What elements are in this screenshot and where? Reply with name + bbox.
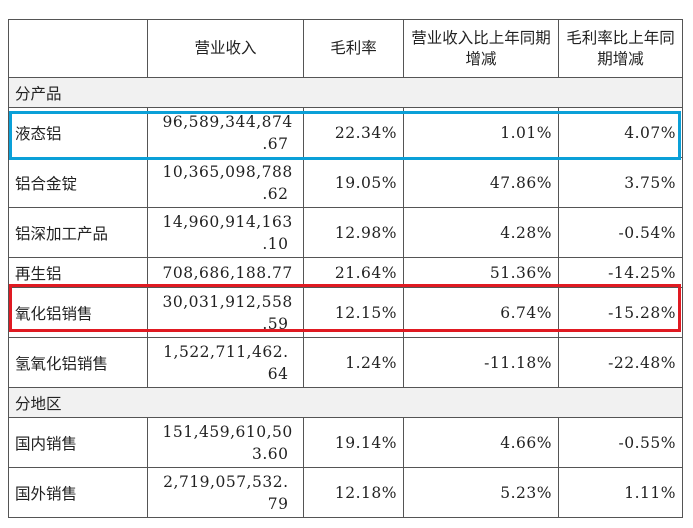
row-revenue-yoy: 4.66%: [403, 417, 559, 468]
header-gross-margin: 毛利率: [303, 19, 404, 78]
revenue-line1: 2,719,057,532.: [163, 472, 289, 491]
row-name: 铝深加工产品: [8, 207, 148, 258]
row-gross-margin: 21.64%: [303, 257, 404, 288]
row-gross-margin: 12.98%: [303, 207, 404, 258]
row-name: 液态铝: [8, 107, 148, 158]
revenue-line1: 1,522,711,462.: [163, 342, 289, 361]
section-label-by-product: 分产品: [8, 77, 683, 108]
row-revenue: 10,365,098,788 .62: [147, 157, 304, 208]
row-name: 国内销售: [8, 417, 148, 468]
row-revenue: 30,031,912,558 .59: [147, 287, 304, 338]
revenue-line1: 10,365,098,788: [162, 162, 293, 181]
section-row-by-region: 分地区: [8, 387, 683, 418]
header-margin-yoy: 毛利率比上年同期增减: [558, 19, 683, 78]
table-row: 液态铝 96,589,344,874 .67 22.34% 1.01% 4.07%: [8, 107, 683, 158]
row-revenue-yoy: 47.86%: [403, 157, 559, 208]
header-revenue-yoy: 营业收入比上年同期增减: [403, 19, 559, 78]
row-revenue: 1,522,711,462. 64: [147, 337, 304, 388]
table-row: 氢氧化铝销售 1,522,711,462. 64 1.24% -11.18% -2…: [8, 337, 683, 388]
row-margin-yoy: -15.28%: [558, 287, 683, 338]
row-revenue-yoy: 51.36%: [403, 257, 559, 288]
row-margin-yoy: -22.48%: [558, 337, 683, 388]
revenue-line1: 96,589,344,874: [162, 112, 293, 131]
table-row: 再生铝 708,686,188.77 21.64% 51.36% -14.25%: [8, 257, 683, 288]
row-name: 国外销售: [8, 467, 148, 518]
row-revenue-yoy: 5.23%: [403, 467, 559, 518]
revenue-line2: .67: [262, 134, 289, 153]
row-gross-margin: 12.18%: [303, 467, 404, 518]
row-margin-yoy: 3.75%: [558, 157, 683, 208]
row-margin-yoy: 1.11%: [558, 467, 683, 518]
table-row: 氧化铝销售 30,031,912,558 .59 12.15% 6.74% -15…: [8, 287, 683, 338]
row-gross-margin: 22.34%: [303, 107, 404, 158]
revenue-line1: 708,686,188.77: [162, 263, 293, 282]
section-label-by-region: 分地区: [8, 387, 683, 418]
row-gross-margin: 19.05%: [303, 157, 404, 208]
table-row: 国外销售 2,719,057,532. 79 12.18% 5.23% 1.11%: [8, 467, 683, 518]
revenue-line1: 30,031,912,558: [162, 292, 293, 311]
row-revenue-yoy: -11.18%: [403, 337, 559, 388]
row-margin-yoy: 4.07%: [558, 107, 683, 158]
row-name: 氢氧化铝销售: [8, 337, 148, 388]
header-blank-cell: [8, 19, 148, 78]
row-revenue: 14,960,914,163 .10: [147, 207, 304, 258]
revenue-line2: 3.60: [251, 444, 289, 463]
revenue-line2: .59: [262, 314, 289, 333]
cropped-heading-fragment: [26, 2, 186, 14]
row-gross-margin: 12.15%: [303, 287, 404, 338]
row-gross-margin: 1.24%: [303, 337, 404, 388]
row-revenue: 708,686,188.77: [147, 257, 304, 288]
revenue-line2: 79: [267, 494, 289, 513]
row-revenue-yoy: 4.28%: [403, 207, 559, 258]
row-revenue: 96,589,344,874 .67: [147, 107, 304, 158]
section-row-by-product: 分产品: [8, 77, 683, 108]
row-revenue: 151,459,610,50 3.60: [147, 417, 304, 468]
row-name: 铝合金锭: [8, 157, 148, 208]
revenue-line1: 14,960,914,163: [162, 212, 293, 231]
row-margin-yoy: -0.54%: [558, 207, 683, 258]
row-name: 氧化铝销售: [8, 287, 148, 338]
row-name: 再生铝: [8, 257, 148, 288]
table-row: 铝合金锭 10,365,098,788 .62 19.05% 47.86% 3.7…: [8, 157, 683, 208]
revenue-line2: .10: [262, 234, 289, 253]
table-row: 国内销售 151,459,610,50 3.60 19.14% 4.66% -0.…: [8, 417, 683, 468]
header-revenue: 营业收入: [147, 19, 304, 78]
row-revenue-yoy: 6.74%: [403, 287, 559, 338]
row-margin-yoy: -0.55%: [558, 417, 683, 468]
revenue-line2: .62: [262, 184, 289, 203]
revenue-line2: 64: [267, 364, 289, 383]
segment-revenue-table: 营业收入 毛利率 营业收入比上年同期增减 毛利率比上年同期增减 分产品 液态铝 …: [8, 19, 683, 518]
row-revenue-yoy: 1.01%: [403, 107, 559, 158]
table-header-row: 营业收入 毛利率 营业收入比上年同期增减 毛利率比上年同期增减: [8, 19, 683, 78]
revenue-line1: 151,459,610,50: [162, 422, 293, 441]
row-margin-yoy: -14.25%: [558, 257, 683, 288]
row-revenue: 2,719,057,532. 79: [147, 467, 304, 518]
row-gross-margin: 19.14%: [303, 417, 404, 468]
table-row: 铝深加工产品 14,960,914,163 .10 12.98% 4.28% -0…: [8, 207, 683, 258]
